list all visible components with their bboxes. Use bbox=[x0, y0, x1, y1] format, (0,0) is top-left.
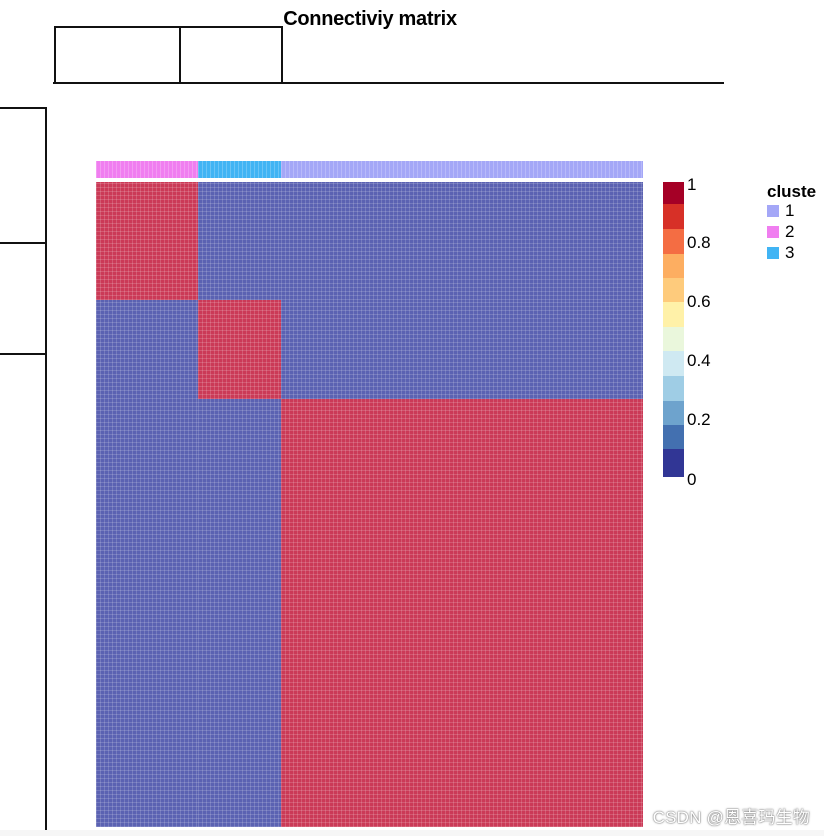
block-c3-c3 bbox=[198, 300, 281, 399]
colorbar-step bbox=[663, 254, 684, 278]
bottom-strip bbox=[0, 830, 824, 836]
block-c1-c1 bbox=[281, 399, 643, 827]
cluster-legend: cluste 1 2 3 bbox=[767, 182, 824, 262]
block-c1-c3 bbox=[198, 399, 281, 827]
colorbar-step bbox=[663, 204, 684, 229]
colorbar-tick-label: 0.6 bbox=[687, 292, 711, 311]
block-c1-c2 bbox=[96, 399, 198, 827]
colorbar-step bbox=[663, 278, 684, 302]
dendrogram-branch bbox=[0, 107, 46, 109]
legend-item-2: 2 bbox=[767, 222, 795, 241]
colorbar-step bbox=[663, 182, 684, 204]
block-c2-c1 bbox=[281, 182, 643, 300]
watermark-text: CSDN @恩喜玛生物 bbox=[652, 808, 810, 827]
colorbar-step bbox=[663, 229, 684, 254]
colorbar-step bbox=[663, 351, 684, 376]
dendrogram-branch bbox=[0, 353, 46, 355]
dendrogram-branch bbox=[54, 26, 282, 28]
chart-title: Connectiviy matrix bbox=[283, 8, 457, 30]
colorbar-step bbox=[663, 449, 684, 477]
connectivity-heatmap bbox=[96, 182, 643, 827]
colorbar: 1 0.8 0.6 0.4 0.2 0 bbox=[663, 176, 723, 488]
legend-label: 3 bbox=[785, 243, 795, 262]
colorbar-step bbox=[663, 302, 684, 327]
colorbar-step bbox=[663, 425, 684, 449]
block-c3-c1 bbox=[281, 300, 643, 399]
legend-label: 2 bbox=[785, 222, 795, 241]
dendrogram-branch bbox=[53, 82, 724, 84]
colorbar-tick-label: 0 bbox=[687, 470, 697, 489]
annotation-cluster-3 bbox=[198, 161, 281, 178]
annotation-cluster-2 bbox=[96, 161, 198, 178]
colorbar-step bbox=[663, 376, 684, 401]
cluster-annotation-bar bbox=[96, 161, 643, 178]
dendrogram-branch bbox=[54, 26, 56, 83]
legend-swatch bbox=[767, 205, 779, 217]
colorbar-tick-label: 0.4 bbox=[687, 351, 711, 370]
block-c3-c2 bbox=[96, 300, 198, 399]
dendrogram-branch bbox=[45, 107, 47, 836]
colorbar-tick-label: 0.2 bbox=[687, 410, 711, 429]
colorbar-step bbox=[663, 327, 684, 351]
dendrogram-branch bbox=[0, 242, 46, 244]
legend-swatch bbox=[767, 226, 779, 238]
legend-title: cluste bbox=[767, 182, 817, 201]
colorbar-step bbox=[663, 401, 684, 425]
dendrogram-branch bbox=[281, 26, 283, 83]
legend-swatch bbox=[767, 247, 779, 259]
annotation-cluster-1 bbox=[281, 161, 643, 178]
block-c2-c3 bbox=[198, 182, 281, 300]
legend-item-3: 3 bbox=[767, 243, 795, 262]
colorbar-tick-label: 0.8 bbox=[687, 233, 711, 252]
legend-label: 1 bbox=[785, 201, 795, 220]
block-c2-c2 bbox=[96, 182, 198, 300]
dendrogram-branch bbox=[179, 26, 181, 83]
colorbar-tick-label: 1 bbox=[687, 175, 697, 194]
legend-item-1: 1 bbox=[767, 201, 795, 220]
